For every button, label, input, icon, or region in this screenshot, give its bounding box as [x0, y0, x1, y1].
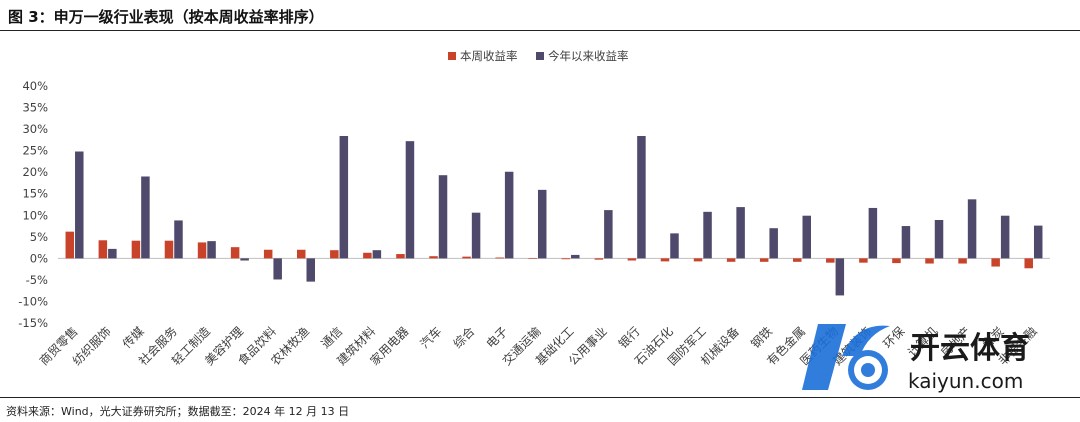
bar-weekly	[230, 247, 240, 259]
bar-weekly	[98, 240, 108, 259]
bar-ytd	[934, 220, 944, 259]
bar-weekly	[793, 258, 802, 262]
watermark-brand-en: kaiyun.com	[908, 369, 1023, 393]
y-tick-label: 10%	[22, 208, 48, 222]
bar-ytd	[75, 151, 84, 259]
x-tick-label: 传媒	[119, 324, 147, 352]
x-tick-label: 汽车	[417, 324, 445, 352]
bar-ytd	[604, 210, 613, 259]
bar-weekly	[131, 240, 141, 259]
legend-label-weekly: 本周收益率	[460, 49, 518, 63]
bar-ytd	[1000, 215, 1010, 259]
y-tick-label: 35%	[22, 101, 48, 115]
bar-ytd	[967, 199, 977, 259]
bar-ytd	[240, 258, 249, 261]
watermark-logo-icon	[802, 324, 890, 390]
bar-weekly	[396, 254, 405, 259]
bar-weekly	[759, 258, 769, 262]
bar-weekly	[726, 258, 736, 262]
bar-weekly	[594, 258, 604, 260]
bottom-rule	[0, 397, 1080, 398]
x-tick-label: 综合	[450, 324, 478, 352]
bar-weekly	[826, 258, 835, 263]
bar-weekly	[528, 258, 537, 259]
bar-ytd	[339, 135, 349, 259]
bar-ytd	[537, 189, 547, 259]
bar-weekly	[164, 240, 174, 259]
bar-weekly	[859, 258, 868, 263]
bar-weekly	[693, 258, 703, 262]
y-tick-label: -15%	[18, 316, 48, 330]
bar-weekly	[958, 258, 967, 264]
bar-ytd	[868, 207, 878, 259]
legend-label-ytd: 今年以来收益率	[548, 49, 629, 63]
bar-weekly	[297, 249, 306, 259]
y-tick-label: 30%	[22, 122, 48, 136]
y-tick-label: 25%	[22, 144, 48, 158]
bar-weekly	[65, 231, 75, 259]
x-tick-label: 银行	[616, 324, 643, 351]
bar-ytd	[504, 171, 514, 259]
bar-ytd	[372, 250, 382, 259]
bar-weekly	[263, 249, 273, 259]
bar-ytd	[736, 207, 745, 259]
bar-weekly	[197, 242, 207, 259]
bar-weekly	[561, 258, 571, 260]
y-tick-label: 20%	[22, 165, 48, 179]
y-tick-label: 15%	[22, 187, 48, 201]
bar-weekly	[627, 258, 637, 261]
y-tick-label: -10%	[18, 294, 48, 308]
bar-weekly	[363, 252, 372, 259]
x-tick-label: 电子	[484, 324, 511, 351]
bar-weekly	[462, 256, 471, 259]
bar-ytd	[637, 135, 646, 259]
bar-ytd	[141, 176, 150, 259]
watermark-brand-cn: 开云体育	[910, 331, 1030, 366]
bar-weekly	[495, 257, 504, 259]
bar-ytd	[1033, 225, 1043, 259]
bar-weekly	[892, 258, 901, 264]
bar-ytd	[108, 248, 117, 259]
bar-ytd	[306, 258, 315, 282]
bar-weekly	[660, 258, 670, 262]
legend-swatch-weekly	[448, 52, 456, 60]
bar-ytd	[438, 175, 448, 259]
bar-ytd	[207, 241, 216, 259]
bar-ytd	[174, 220, 183, 259]
bar-weekly	[925, 258, 934, 264]
y-tick-label: 40%	[22, 79, 48, 93]
bar-weekly	[991, 258, 1000, 267]
bar-ytd	[901, 226, 911, 259]
legend-swatch-ytd	[536, 52, 544, 60]
top-rule	[0, 30, 1080, 31]
x-tick-label: 钢铁	[748, 324, 775, 351]
bar-weekly	[330, 250, 339, 259]
source-note: 资料来源：Wind，光大证券研究所；数据截至：2024 年 12 月 13 日	[6, 405, 350, 418]
bar-ytd	[273, 258, 282, 280]
y-tick-label: 0%	[30, 251, 48, 265]
bar-ytd	[571, 254, 580, 259]
y-tick-label: 5%	[30, 230, 48, 244]
bar-ytd	[670, 233, 679, 259]
kaiyun-watermark: 开云体育 kaiyun.com	[802, 324, 1030, 393]
bar-ytd	[405, 141, 415, 259]
bar-ytd	[835, 258, 845, 296]
bar-ytd	[471, 212, 481, 259]
y-tick-label: -5%	[26, 273, 48, 287]
bar-chart: 本周收益率 今年以来收益率 -15% -10% -5% 0% 5% 10% 15% 20% 25% 3…	[18, 49, 1050, 368]
figure-title: 图 3：申万一级行业表现（按本周收益率排序）	[8, 8, 324, 26]
bar-weekly	[1024, 258, 1033, 269]
bar-ytd	[802, 215, 811, 259]
bar-weekly	[429, 256, 438, 259]
bar-ytd	[703, 211, 712, 259]
x-tick-label: 通信	[318, 324, 345, 351]
bar-ytd	[769, 228, 778, 259]
